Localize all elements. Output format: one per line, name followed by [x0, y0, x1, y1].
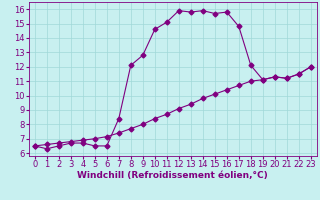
X-axis label: Windchill (Refroidissement éolien,°C): Windchill (Refroidissement éolien,°C) — [77, 171, 268, 180]
